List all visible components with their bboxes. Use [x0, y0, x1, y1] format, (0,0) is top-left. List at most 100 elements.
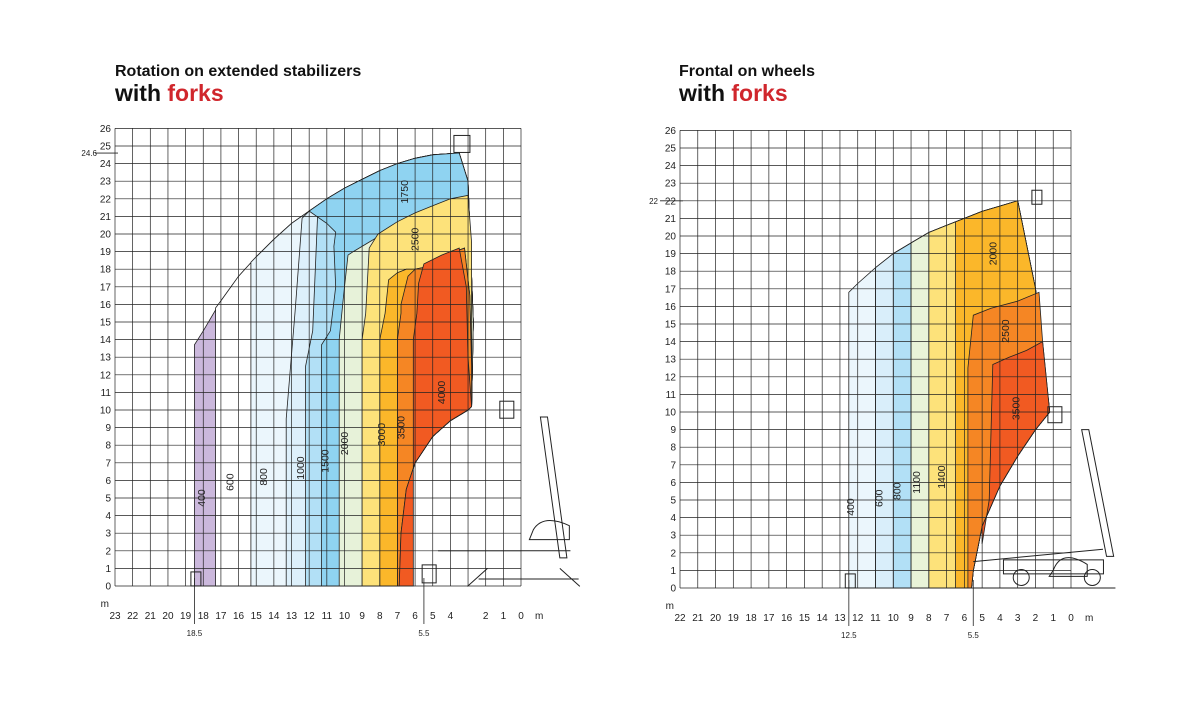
- chart-left-subtitle: with forks: [115, 80, 224, 107]
- stabilizers: [467, 568, 581, 587]
- zone-label-600: 600: [874, 489, 886, 507]
- x-tick-label: 10: [888, 613, 900, 624]
- zone-label-3500: 3500: [1010, 397, 1022, 421]
- y-tick-label: 19: [100, 247, 112, 258]
- y-tick-label: 0: [105, 582, 111, 593]
- extra-labels-0: 18.5 5.5 24.6: [81, 149, 430, 638]
- x-tick-label: 8: [926, 613, 932, 624]
- x-tick-label: 9: [908, 613, 914, 624]
- y-tick-label: 8: [670, 443, 676, 454]
- fork-marker-top: [453, 134, 471, 153]
- zone-label-2500: 2500: [1000, 319, 1012, 343]
- y-tick-label: 6: [105, 476, 111, 487]
- zone-label-3000: 3000: [376, 423, 388, 447]
- y-tick-label: 26: [665, 126, 677, 137]
- y-tick-label: 3: [105, 529, 111, 540]
- x-tick-label: 4: [997, 613, 1003, 624]
- x-tick-label: 19: [180, 611, 192, 622]
- machine-sketch-1: [844, 189, 1116, 589]
- x-tick-label: 22: [127, 611, 139, 622]
- x-tick-label: 12: [852, 613, 864, 624]
- x-tick-label: 2: [1033, 613, 1039, 624]
- y-tick-label: 26: [100, 124, 112, 135]
- y-marker-label: 22: [649, 197, 658, 206]
- zone-label-1000: 1000: [295, 456, 307, 480]
- chart-right-subtitle-prefix: with: [679, 80, 725, 106]
- x-tick-label: 7: [395, 611, 401, 622]
- zone-labels-0: 400 600 800 1000 1500 1750 2000 2500 3000 3500 400…: [196, 180, 448, 507]
- x-tick-label: 9: [359, 611, 365, 622]
- zone-labels-1: 400 600 800 1100 1400 2000 2500 3500: [845, 242, 1022, 516]
- x-marker-label: 12.5: [841, 631, 857, 640]
- zone-label-800: 800: [891, 482, 903, 500]
- y-tick-label: 20: [100, 230, 112, 241]
- x-tick-label: 15: [251, 611, 263, 622]
- x-tick-label: 17: [763, 613, 775, 624]
- y-tick-label: 22: [665, 196, 677, 207]
- y-tick-label: 11: [101, 388, 112, 399]
- y-tick-label: 15: [665, 320, 677, 331]
- chart-left-title: Rotation on extended stabilizers: [115, 63, 362, 80]
- y-tick-label: 25: [665, 144, 677, 155]
- grid-1: [679, 130, 1072, 589]
- fork-marker-left: [844, 573, 856, 589]
- cab: [1048, 557, 1088, 577]
- wheel-front: [1012, 568, 1030, 586]
- zone-label-400: 400: [845, 498, 857, 516]
- zone-label-800: 800: [258, 468, 270, 486]
- y-tick-label: 16: [665, 302, 677, 313]
- y-tick-label: 3: [670, 531, 676, 542]
- y-tick-label: 24: [100, 159, 112, 170]
- x-tick-label: 11: [322, 611, 333, 622]
- zone-label-2000: 2000: [987, 242, 999, 266]
- x-tick-label: 18: [198, 611, 210, 622]
- x-tick-label: 7: [944, 613, 950, 624]
- y-tick-label: 0: [670, 584, 676, 595]
- fork-marker-mid: [1047, 406, 1063, 424]
- x-tick-label: 1: [1050, 613, 1056, 624]
- boom-arm: [973, 429, 1115, 563]
- y-tick-label: 5: [670, 496, 676, 507]
- x-tick-label: 6: [962, 613, 968, 624]
- machine-sketch-0: [190, 134, 581, 587]
- x-tick-label: 1: [501, 611, 507, 622]
- y-tick-label: 5: [105, 494, 111, 505]
- y-tick-label: 10: [665, 408, 677, 419]
- chart-right-title: Frontal on wheels: [679, 63, 816, 80]
- y-tick-label: 14: [665, 337, 677, 348]
- wheel-rear: [1083, 568, 1101, 586]
- x-tick-label: 16: [781, 613, 793, 624]
- y-axis-label: m: [666, 601, 674, 612]
- x-tick-label: 22: [674, 613, 686, 624]
- x-tick-label: 21: [692, 613, 704, 624]
- x-ticks-1: 22 21 20 19 18 17 16 15 14 13 12 11 10 9 8 7 6 5 4 3 2 1 0 m: [674, 613, 1093, 624]
- y-tick-label: 22: [100, 194, 112, 205]
- chart-left-subtitle-prefix: with: [115, 80, 161, 106]
- y-tick-label: 2: [105, 546, 111, 557]
- y-tick-label: 19: [665, 249, 677, 260]
- zone-label-3500: 3500: [395, 416, 407, 440]
- y-tick-label: 1: [105, 564, 111, 575]
- y-tick-label: 4: [670, 513, 676, 524]
- x-tick-label: 13: [286, 611, 298, 622]
- x-tick-label: 12: [304, 611, 316, 622]
- fork-marker-left: [190, 571, 202, 587]
- fork-marker-mid: [499, 400, 515, 419]
- zone-label-1400: 1400: [936, 465, 948, 489]
- x-tick-label: 15: [799, 613, 811, 624]
- y-tick-label: 9: [670, 425, 676, 436]
- x-marker-label: 18.5: [187, 629, 203, 638]
- fork-marker-top: [1031, 189, 1043, 205]
- x-tick-label: 17: [215, 611, 227, 622]
- y-tick-label: 12: [665, 372, 677, 383]
- y-tick-label: 18: [100, 265, 112, 276]
- y-tick-label: 8: [105, 441, 111, 452]
- y-tick-label: 21: [665, 214, 677, 225]
- zone-label-400: 400: [196, 489, 208, 507]
- x-tick-label: 6: [412, 611, 418, 622]
- y-tick-label: 11: [666, 390, 677, 401]
- x-tick-label: 21: [145, 611, 157, 622]
- zone-label-2500: 2500: [410, 227, 422, 251]
- y-tick-label: 17: [100, 282, 112, 293]
